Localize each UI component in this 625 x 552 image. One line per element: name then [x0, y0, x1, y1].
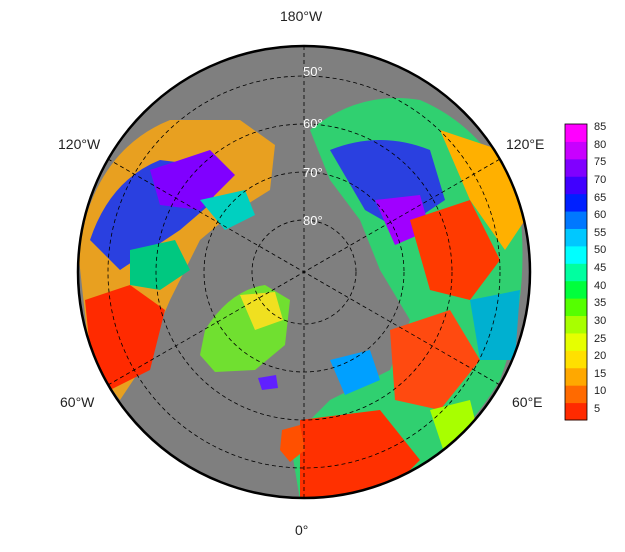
colorbar-tick-label: 15: [594, 367, 607, 380]
canada-green-patch: [130, 240, 190, 290]
colorbar-swatch: [565, 193, 587, 212]
colorbar: [565, 124, 587, 421]
central-asia-cyan: [470, 290, 520, 360]
meridian-60w-120e: [107, 158, 501, 386]
iceland: [258, 375, 278, 390]
british-isles: [280, 425, 305, 462]
colorbar-tick-label: 55: [594, 226, 607, 239]
lat-circle-80: [251, 219, 357, 325]
colorbar-swatch: [565, 124, 587, 142]
colorbar-tick-label: 50: [594, 244, 607, 257]
colorbar-swatch: [565, 176, 587, 195]
colorbar-tick-label: 65: [594, 191, 607, 204]
colorbar-tick-label: 45: [594, 262, 607, 274]
colorbar-swatch: [565, 385, 587, 404]
colorbar-swatch: [565, 315, 587, 334]
canada-purple-patch: [150, 150, 235, 210]
map-boundary: [76, 44, 532, 500]
lat-circle-50: [107, 75, 501, 469]
colorbar-swatch: [565, 350, 587, 369]
colorbar-tick-label: 70: [594, 173, 607, 186]
colorbar-tick-label: 75: [594, 156, 607, 169]
lat-label-80: 80°: [303, 213, 323, 228]
lon-label-upper-left: 120°W: [58, 136, 101, 152]
colorbar-tick-label: 30: [594, 314, 607, 327]
lon-label-lower-left: 60°W: [60, 394, 95, 410]
colorbar-swatch: [565, 141, 587, 160]
colorbar-swatch: [565, 298, 587, 317]
lon-label-lower-right: 60°E: [512, 394, 543, 410]
arctic-islands-cyan: [200, 190, 255, 230]
colorbar-tick-label: 35: [594, 297, 607, 310]
colorbar-swatch: [565, 263, 587, 282]
graticule: [107, 46, 501, 498]
colorbar-tick-label: 60: [594, 209, 607, 222]
lon-label-top: 180°W: [280, 8, 323, 24]
europe-region: [300, 410, 420, 498]
colorbar-tick-label: 80: [594, 138, 607, 151]
data-field: [78, 98, 525, 498]
colorbar-frame: [564, 123, 588, 421]
lat-label-50: 50°: [303, 64, 323, 79]
colorbar-swatch: [565, 402, 587, 421]
colorbar-tick-label: 85: [594, 121, 607, 133]
colorbar-tick-label: 20: [594, 350, 607, 363]
colorbar-tick-label: 5: [594, 403, 601, 415]
siberia-red-patch: [410, 200, 500, 300]
lat-label-70: 70°: [303, 165, 323, 180]
colorbar-swatch: [565, 228, 587, 247]
colorbar-swatch: [565, 332, 587, 351]
greenland-yellow-patch: [240, 292, 283, 330]
colorbar-tick-label: 25: [594, 332, 607, 345]
lat-label-60: 60°: [303, 116, 323, 131]
colorbar-swatch: [565, 280, 587, 299]
east-siberia-orange: [440, 130, 525, 250]
colorbar-tick-label: 10: [594, 385, 607, 398]
eurasia-region: [290, 98, 523, 498]
lat-labels: 50° 60° 70° 80°: [303, 64, 323, 228]
lon-label-bottom: 0°: [295, 522, 309, 538]
map-disc: [78, 46, 530, 498]
colorbar-swatch: [565, 245, 587, 264]
colorbar-tick-label: 40: [594, 279, 607, 292]
colorbar-swatch: [565, 211, 587, 229]
lon-label-upper-right: 120°E: [506, 136, 545, 152]
colorbar-swatch: [565, 367, 587, 386]
colorbar-swatch: [565, 158, 587, 177]
scandinavia-blue: [330, 350, 380, 395]
